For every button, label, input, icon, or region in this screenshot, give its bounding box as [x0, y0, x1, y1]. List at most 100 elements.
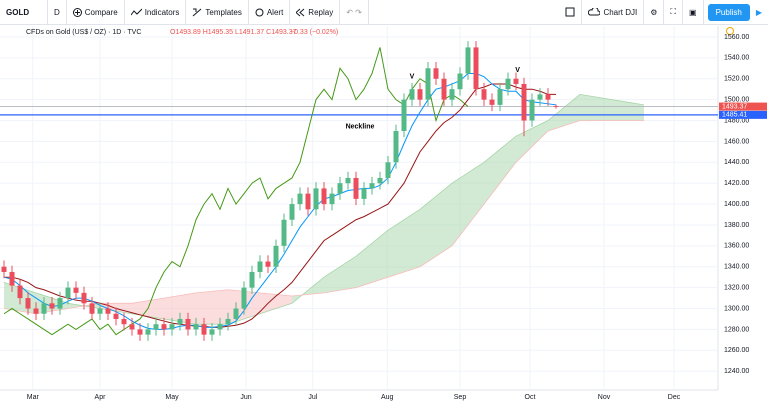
- candle-body: [425, 68, 431, 100]
- annotation: Neckline: [346, 124, 375, 131]
- candle-body: [89, 303, 95, 314]
- candle-body: [417, 89, 423, 100]
- candle-body: [409, 89, 415, 100]
- candle-body: [9, 271, 15, 286]
- interval[interactable]: D: [48, 0, 67, 25]
- candle-body: [1, 266, 7, 272]
- label: Publish: [715, 7, 742, 17]
- candle-body: [433, 68, 439, 79]
- y-tick-label: 1320.00: [724, 284, 749, 291]
- candle-body: [521, 83, 527, 121]
- price-tag: [719, 110, 767, 119]
- y-tick-label: 1420.00: [724, 180, 749, 187]
- publish-button[interactable]: Publish: [707, 3, 750, 21]
- candle-body: [233, 308, 239, 319]
- indicators-button[interactable]: Indicators: [125, 0, 187, 25]
- cloud-segment: [260, 292, 292, 314]
- cloud-segment: [388, 209, 420, 278]
- toolbar: GOLD D Compare Indicators Templates Aler…: [0, 0, 768, 25]
- snapshot-button[interactable]: ▣: [683, 0, 704, 25]
- plot: V Đ V Neckline: [0, 26, 718, 341]
- x-tick-label: Jun: [240, 394, 251, 401]
- candle-body: [137, 329, 143, 335]
- replay-button[interactable]: Replay: [290, 0, 341, 25]
- candle-body: [73, 287, 79, 293]
- candle-body: [321, 188, 327, 205]
- label: Templates: [205, 7, 242, 17]
- y-tick-label: 1360.00: [724, 243, 749, 250]
- candle-body: [273, 245, 279, 267]
- settings-button[interactable]: ⚙: [644, 0, 665, 25]
- y-tick-label: 1400.00: [724, 201, 749, 208]
- candle-body: [337, 183, 343, 194]
- price-tag-label: 1493.37: [722, 103, 747, 110]
- candle-body: [545, 94, 551, 100]
- icon: [72, 7, 82, 17]
- cloud-segment: [612, 99, 644, 121]
- candle-body: [465, 47, 471, 74]
- y-tick-label: 1500.00: [724, 96, 749, 103]
- alert-button[interactable]: Alert: [249, 0, 291, 25]
- cloud-edge: [3, 93, 645, 325]
- candle-body: [209, 329, 215, 335]
- icon: [130, 8, 142, 15]
- label: Indicators: [144, 7, 180, 17]
- indicator-line: [3, 47, 469, 336]
- candle-body: [441, 78, 447, 100]
- indicator-line: [3, 73, 557, 330]
- legend-ohlc: O1493.89 H1495.35 L1491.37 C1493.37: [170, 29, 297, 36]
- candle-body: [297, 193, 303, 205]
- cloud-segment: [516, 120, 548, 163]
- x-tick-label: May: [165, 394, 179, 401]
- candle-body: [369, 183, 375, 189]
- x-tick-label: Oct: [525, 394, 536, 401]
- candle-body: [41, 303, 47, 314]
- candle-body: [505, 78, 511, 90]
- annotation: V: [410, 74, 415, 81]
- candle-body: [185, 318, 191, 330]
- candle-body: [225, 318, 231, 325]
- symbol-box[interactable]: GOLD: [0, 0, 48, 25]
- y-tick-label: 1340.00: [724, 264, 749, 271]
- cloud-segment: [420, 183, 452, 267]
- x-tick-label: Aug: [381, 394, 394, 401]
- candle-body: [145, 329, 151, 335]
- candle-body: [65, 287, 71, 299]
- candle-body: [537, 94, 543, 100]
- grid: [0, 26, 718, 390]
- undo-redo[interactable]: ↶ ↷: [340, 0, 369, 25]
- y-tick-label: 1380.00: [724, 222, 749, 229]
- compare-button[interactable]: Compare: [67, 0, 125, 25]
- candle-body: [161, 324, 167, 330]
- templates-button[interactable]: Templates: [186, 0, 249, 25]
- y-tick-label: 1260.00: [724, 347, 749, 354]
- chart: V Đ V Neckline CFDs on Gold (US$ / OZ) · 1D…: [0, 26, 768, 403]
- label: Compare: [84, 7, 118, 17]
- interval-text: D: [54, 7, 60, 17]
- candle-body: [353, 177, 359, 199]
- y-tick-label: 1540.00: [724, 55, 749, 62]
- x-tick-label: Mar: [27, 394, 40, 401]
- fullscreen-button[interactable]: ⛶: [664, 0, 684, 25]
- layout-button[interactable]: [559, 0, 583, 25]
- candle-body: [121, 318, 127, 325]
- cloud-segment: [324, 256, 356, 293]
- candle-body: [473, 47, 479, 90]
- candle-body: [289, 204, 295, 220]
- icon: [193, 8, 202, 16]
- candle-body: [169, 324, 175, 330]
- y-tick-label: 1280.00: [724, 326, 749, 333]
- candle-body: [513, 78, 519, 84]
- candle-body: [17, 285, 23, 299]
- x-tick-label: Sep: [454, 394, 467, 401]
- icon: [255, 8, 264, 16]
- candle-body: [193, 324, 199, 330]
- layout-name[interactable]: Chart DJI: [582, 0, 645, 25]
- candle-body: [553, 106, 559, 107]
- candle-body: [449, 89, 455, 100]
- label: Alert: [266, 7, 284, 17]
- candle-body: [25, 298, 31, 309]
- candle-body: [201, 324, 207, 335]
- y-tick-label: 1560.00: [724, 34, 749, 41]
- play-button[interactable]: ▶: [755, 7, 762, 17]
